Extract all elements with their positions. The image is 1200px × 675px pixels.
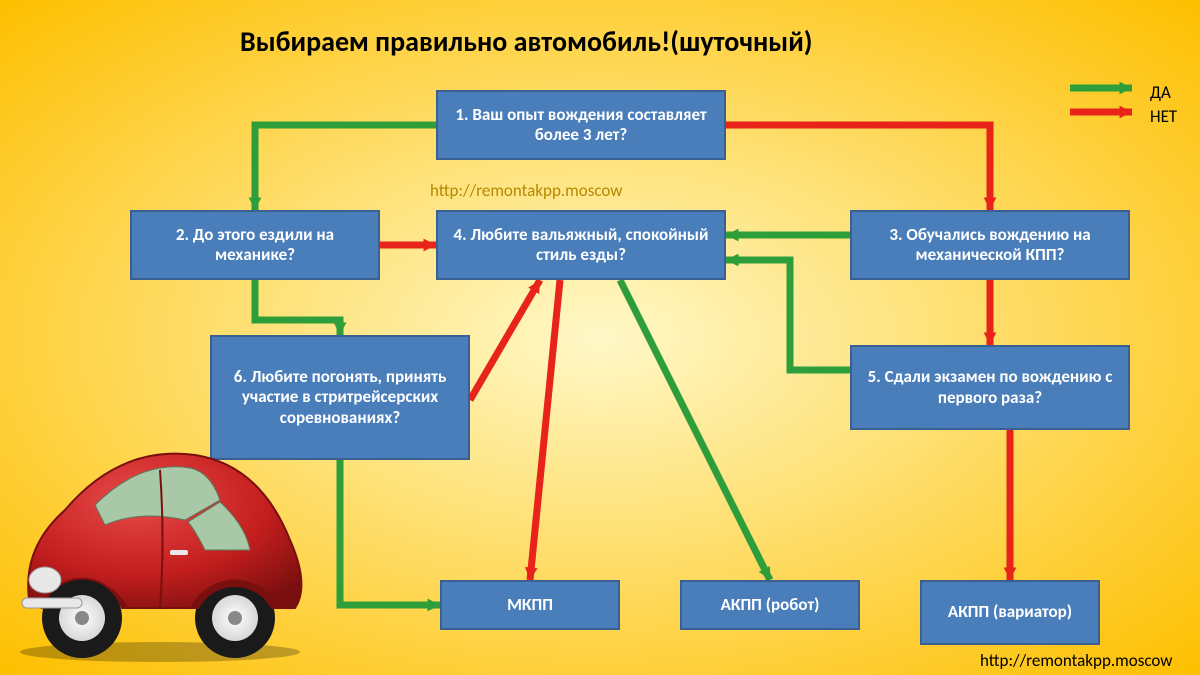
legend-no-label: НЕТ [1150,106,1177,127]
flowchart-stage: Выбираем правильно автомобиль!(шуточный)… [0,0,1200,675]
car-illustration [10,430,310,665]
legend-yes-label: ДА [1150,82,1171,103]
